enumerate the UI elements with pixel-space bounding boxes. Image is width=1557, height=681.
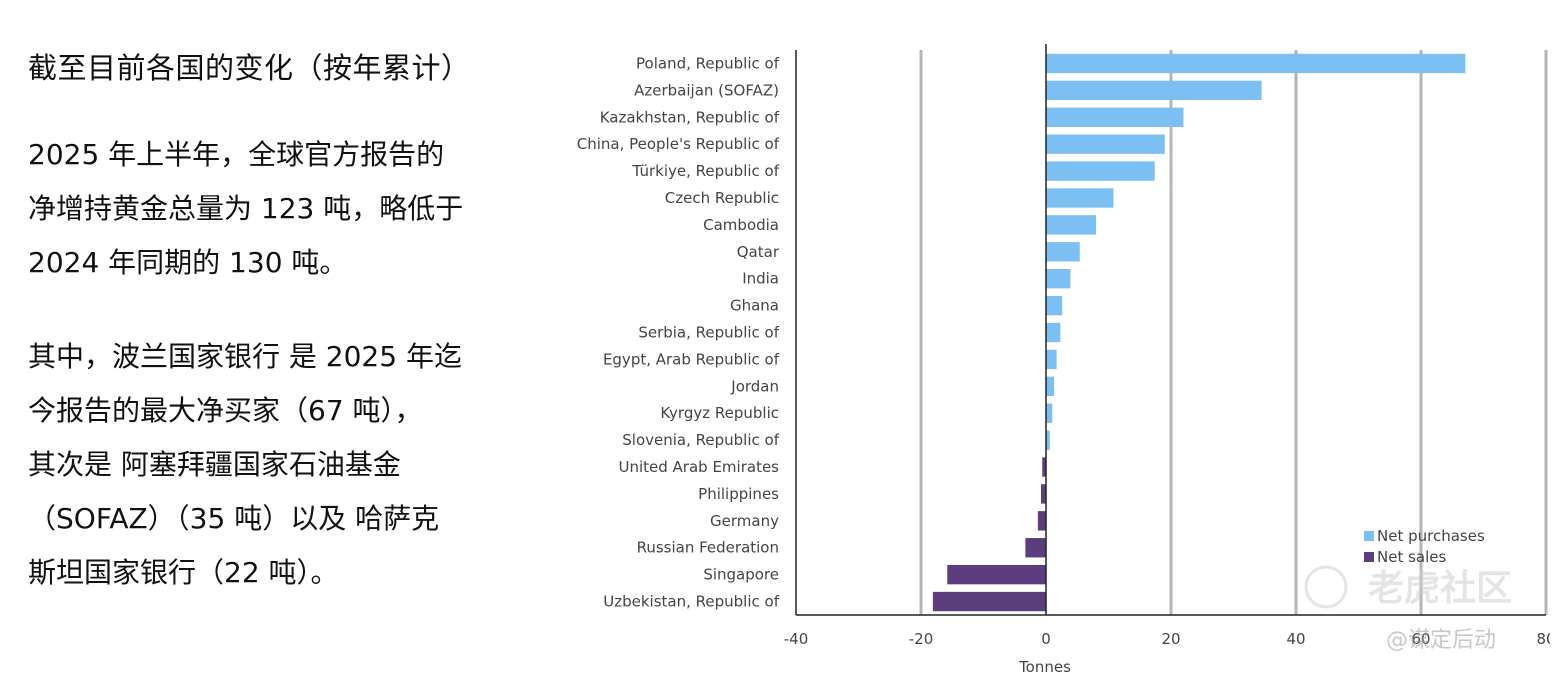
x-tick-label: -20 (909, 630, 934, 648)
bar-russian-federation (1025, 538, 1046, 558)
watermark: 老虎社区 @谋定后动 (1304, 565, 1512, 653)
category-label: Russian Federation (637, 539, 779, 557)
category-label: Ghana (730, 297, 779, 315)
category-label: Germany (710, 512, 779, 530)
category-label: Philippines (698, 485, 779, 503)
bar-china-people-s-republic-of (1046, 134, 1165, 154)
bar-ghana (1046, 295, 1063, 316)
category-label: Kazakhstan, Republic of (600, 108, 780, 126)
axis-layer (795, 44, 1546, 616)
category-label: Singapore (703, 566, 779, 584)
summary-line-3: 2024 年同期的 130 吨。 (28, 246, 348, 279)
bar-germany (1037, 511, 1046, 531)
bar-uzbekistan-republic-of (932, 591, 1046, 612)
category-label: India (742, 270, 779, 288)
category-label: Kyrgyz Republic (660, 404, 779, 422)
detail-paragraph: 其中，波兰国家银行 是 2025 年迄 今报告的最大净买家（67 吨）， 其次是… (28, 330, 528, 600)
category-label: United Arab Emirates (618, 458, 779, 476)
bar-philippines (1041, 484, 1046, 504)
bar-t-rkiye-republic-of (1046, 161, 1155, 181)
bar-egypt-arab-republic-of (1046, 349, 1057, 370)
watermark-subtext: @谋定后动 (1386, 628, 1496, 653)
legend-label-net-purchases: Net purchases (1377, 527, 1485, 545)
bar-singapore (947, 564, 1046, 585)
legend: Net purchases Net sales (1364, 527, 1485, 566)
watermark-text: 老虎社区 (1368, 568, 1512, 609)
category-label: Jordan (730, 377, 779, 395)
bar-layer (932, 53, 1466, 612)
detail-line-2: 今报告的最大净买家（67 吨）， (28, 394, 423, 427)
x-tick-label: 20 (1161, 630, 1180, 648)
x-tick-label: 0 (1041, 630, 1051, 648)
tick-label-layer: -40 -20 0 20 40 60 80 (784, 630, 1556, 648)
category-label: Türkiye, Republic of (631, 162, 779, 180)
category-label: China, People's Republic of (577, 135, 780, 153)
bar-india (1046, 269, 1071, 289)
section-heading: 截至目前各国的变化（按年累计） (28, 51, 471, 85)
bar-slovenia-republic-of (1046, 430, 1050, 450)
x-tick-label: 40 (1286, 630, 1305, 648)
watermark-logo-icon (1304, 565, 1348, 609)
left-text-panel: 截至目前各国的变化（按年累计） 2025 年上半年，全球官方报告的 净增持黄金总… (28, 48, 528, 640)
gold-purchases-chart: Poland, Republic of Azerbaijan (SOFAZ) Kaz… (520, 30, 1556, 677)
x-tick-label: 80 (1536, 630, 1550, 648)
bar-azerbaijan-sofaz- (1046, 80, 1262, 101)
bar-kyrgyz-republic (1046, 403, 1053, 423)
legend-label-net-sales: Net sales (1377, 548, 1447, 566)
bar-jordan (1046, 376, 1055, 396)
category-label: Slovenia, Republic of (622, 431, 779, 449)
x-tick-label: 60 (1411, 630, 1430, 648)
x-tick-label: -40 (784, 630, 809, 648)
bar-cambodia (1046, 215, 1096, 235)
legend-swatch-net-sales (1364, 552, 1374, 562)
detail-line-4: （SOFAZ）（35 吨）以及 哈萨克 (28, 502, 440, 535)
summary-paragraph: 2025 年上半年，全球官方报告的 净增持黄金总量为 123 吨，略低于 202… (28, 128, 528, 290)
detail-line-5: 斯坦国家银行（22 吨）。 (28, 556, 339, 589)
bar-poland-republic-of (1046, 53, 1466, 74)
summary-line-1: 2025 年上半年，全球官方报告的 (28, 138, 445, 171)
x-axis-label: Tonnes (1018, 658, 1071, 676)
legend-swatch-net-purchases (1364, 531, 1374, 541)
detail-line-1: 其中，波兰国家银行 是 2025 年迄 (28, 340, 462, 373)
summary-line-2: 净增持黄金总量为 123 吨，略低于 (28, 192, 464, 225)
category-label: Egypt, Arab Republic of (603, 350, 780, 368)
bar-kazakhstan-republic-of (1046, 107, 1184, 127)
category-label: Qatar (737, 243, 780, 261)
bar-united-arab-emirates (1042, 457, 1046, 477)
category-label-layer: Poland, Republic of Azerbaijan (SOFAZ) Kaz… (577, 54, 780, 610)
category-label: Serbia, Republic of (638, 324, 779, 342)
category-label: Azerbaijan (SOFAZ) (634, 81, 779, 99)
category-label: Poland, Republic of (636, 54, 780, 72)
category-label: Cambodia (703, 216, 779, 234)
category-label: Uzbekistan, Republic of (603, 593, 779, 611)
chart-svg: Poland, Republic of Azerbaijan (SOFAZ) Kaz… (577, 44, 1556, 676)
detail-line-3: 其次是 阿塞拜疆国家石油基金 (28, 448, 401, 481)
bar-qatar (1046, 242, 1080, 262)
bar-czech-republic (1046, 188, 1114, 208)
category-label: Czech Republic (665, 189, 779, 207)
bar-serbia-republic-of (1046, 322, 1061, 343)
grid-layer (919, 50, 1548, 615)
